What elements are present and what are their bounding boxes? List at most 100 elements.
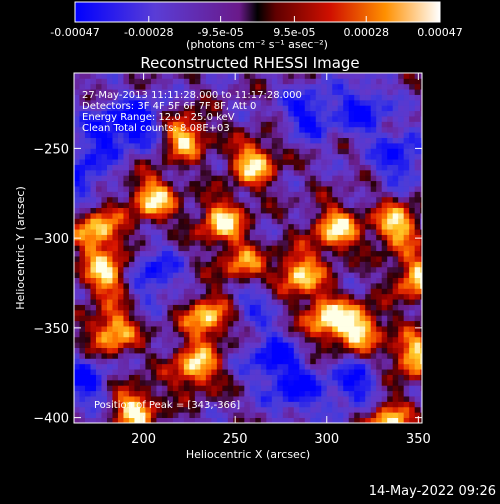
heatmap-cell: [359, 272, 366, 279]
heatmap-cell: [167, 180, 174, 187]
heatmap-cell: [359, 83, 366, 90]
heatmap-cell: [354, 309, 361, 316]
heatmap-cell: [106, 169, 113, 176]
heatmap-cell: [414, 390, 421, 397]
heatmap-cell: [200, 288, 207, 295]
heatmap-cell: [216, 239, 223, 246]
heatmap-cell: [293, 143, 300, 149]
heatmap-cell: [227, 283, 234, 289]
heatmap-cell: [343, 261, 350, 268]
heatmap-cell: [167, 229, 174, 235]
heatmap-cell: [381, 396, 388, 402]
heatmap-cell: [332, 315, 339, 322]
heatmap-cell: [79, 326, 86, 332]
heatmap-cell: [326, 186, 333, 192]
heatmap-cell: [167, 121, 174, 128]
heatmap-cell: [128, 126, 135, 133]
heatmap-cell: [359, 159, 366, 165]
heatmap-cell: [277, 379, 284, 386]
heatmap-cell: [244, 180, 251, 187]
heatmap-cell: [200, 180, 207, 187]
heatmap-cell: [90, 94, 97, 101]
heatmap-cell: [90, 396, 97, 402]
heatmap-cell: [348, 304, 355, 311]
heatmap-cell: [167, 250, 174, 257]
heatmap-cell: [244, 396, 251, 402]
heatmap-cell: [244, 406, 251, 413]
heatmap-cell: [293, 105, 300, 112]
heatmap-cell: [156, 73, 163, 79]
heatmap-cell: [167, 245, 174, 252]
heatmap-cell: [376, 379, 383, 386]
heatmap-cell: [172, 320, 179, 327]
heatmap-cell: [293, 94, 300, 101]
heatmap-cell: [304, 363, 311, 370]
heatmap-cell: [145, 261, 152, 268]
heatmap-cell: [95, 363, 102, 370]
heatmap-cell: [227, 385, 234, 392]
heatmap-cell: [365, 283, 372, 289]
heatmap-cell: [211, 94, 218, 101]
heatmap-cell: [249, 250, 256, 257]
heatmap-cell: [348, 213, 355, 219]
heatmap-cell: [381, 320, 388, 327]
heatmap-cell: [150, 347, 157, 354]
heatmap-cell: [398, 369, 405, 375]
heatmap-cell: [205, 358, 212, 365]
heatmap-cell: [183, 239, 190, 246]
heatmap-cell: [343, 406, 350, 413]
heatmap-cell: [277, 94, 284, 101]
heatmap-cell: [112, 277, 119, 284]
heatmap-cell: [321, 299, 328, 305]
heatmap-cell: [288, 401, 295, 408]
heatmap-cell: [123, 417, 130, 423]
heatmap-cell: [74, 132, 80, 139]
heatmap-cell: [112, 379, 119, 386]
heatmap-cell: [227, 186, 234, 192]
heatmap-cell: [216, 358, 223, 365]
heatmap-cell: [79, 277, 86, 284]
heatmap-cell: [145, 73, 152, 79]
heatmap-cell: [398, 137, 405, 144]
heatmap-cell: [321, 73, 328, 79]
heatmap-cell: [376, 272, 383, 279]
heatmap-cell: [101, 148, 108, 155]
heatmap-cell: [282, 89, 289, 95]
heatmap-cell: [194, 223, 201, 230]
heatmap-cell: [123, 412, 130, 419]
heatmap-cell: [74, 261, 80, 268]
heatmap-cell: [381, 299, 388, 305]
heatmap-cell: [145, 417, 152, 423]
heatmap-cell: [189, 148, 196, 155]
heatmap-cell: [84, 121, 91, 128]
heatmap-cell: [95, 94, 102, 101]
heatmap-cell: [112, 369, 119, 375]
heatmap-cell: [139, 105, 146, 112]
heatmap-cell: [249, 309, 256, 316]
heatmap-cell: [376, 218, 383, 225]
heatmap-cell: [128, 89, 135, 95]
heatmap-cell: [420, 213, 422, 219]
heatmap-cell: [260, 196, 267, 203]
heatmap-cell: [200, 202, 207, 209]
heatmap-cell: [376, 180, 383, 187]
heatmap-cell: [354, 105, 361, 112]
heatmap-cell: [200, 326, 207, 332]
heatmap-cell: [337, 196, 344, 203]
heatmap-cell: [74, 374, 80, 381]
heatmap-cell: [414, 105, 421, 112]
heatmap-cell: [112, 229, 119, 235]
heatmap-cell: [150, 342, 157, 349]
heatmap-cell: [227, 180, 234, 187]
heatmap-cell: [321, 379, 328, 386]
heatmap-cell: [112, 164, 119, 171]
heatmap-cell: [392, 390, 399, 397]
heatmap-cell: [244, 266, 251, 273]
heatmap-cell: [277, 169, 284, 176]
heatmap-cell: [79, 293, 86, 300]
heatmap-cell: [392, 353, 399, 359]
heatmap-cell: [288, 326, 295, 332]
heatmap-cell: [233, 213, 240, 219]
heatmap-cell: [194, 245, 201, 252]
heatmap-cell: [145, 186, 152, 192]
